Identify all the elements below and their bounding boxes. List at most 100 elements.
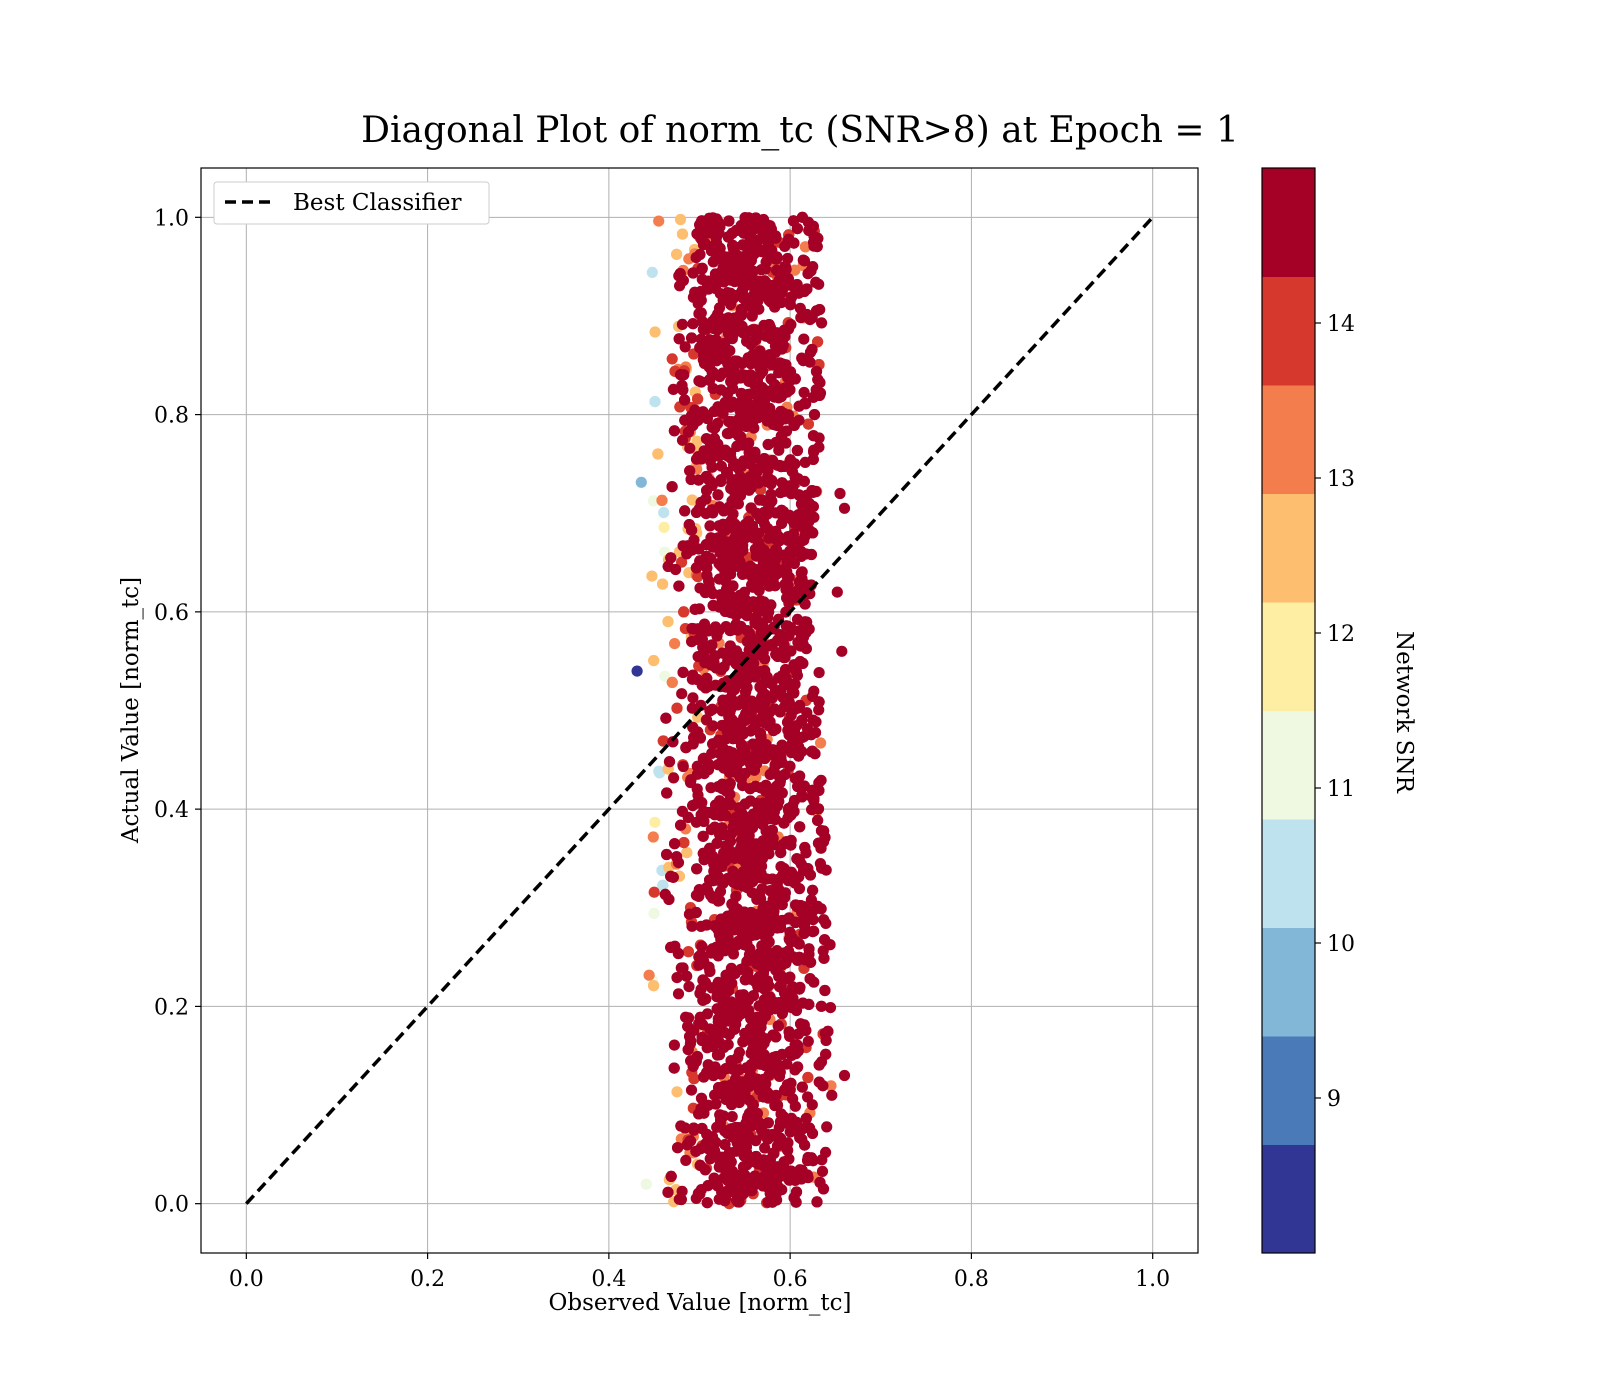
scatter-point (789, 877, 801, 889)
scatter-point (782, 579, 794, 592)
scatter-point (730, 1121, 742, 1134)
scatter-point (671, 972, 683, 984)
scatter-point (801, 283, 813, 295)
scatter-point (778, 817, 790, 829)
scatter-point (771, 878, 783, 891)
scatter-point (708, 865, 720, 877)
scatter-point (683, 981, 695, 993)
scatter-point (807, 714, 819, 726)
scatter-point (806, 343, 818, 356)
scatter-point (770, 544, 783, 556)
scatter-point (802, 1035, 814, 1047)
scatter-point (726, 396, 739, 408)
scatter-point (812, 336, 824, 348)
scatter-point (720, 840, 732, 852)
scatter-point (697, 994, 709, 1006)
scatter-point (834, 487, 846, 500)
scatter-point (674, 268, 686, 280)
scatter-point (792, 658, 804, 670)
colorbar-tick-label: 10 (1327, 932, 1355, 957)
scatter-point (786, 374, 798, 386)
scatter-point (695, 1092, 708, 1104)
scatter-point (748, 1151, 760, 1164)
scatter-point (748, 1048, 760, 1060)
scatter-point (740, 695, 752, 707)
scatter-point (678, 837, 690, 849)
scatter-point (724, 777, 736, 790)
scatter-point (712, 489, 724, 501)
scatter-point (753, 303, 765, 315)
scatter-point (661, 848, 673, 861)
scatter-point (668, 1062, 680, 1074)
scatter-point (803, 623, 815, 635)
colorbar-tick-label: 9 (1327, 1087, 1341, 1112)
scatter-point (752, 843, 764, 855)
scatter-point (825, 1080, 837, 1092)
scatter-point (778, 281, 790, 293)
scatter-point (667, 871, 679, 883)
scatter-point (734, 989, 747, 1001)
scatter-point (785, 319, 797, 331)
scatter-point (686, 494, 698, 506)
scatter-point (816, 317, 828, 329)
scatter-point (766, 1181, 778, 1193)
scatter-point (757, 678, 769, 691)
x-tick-label: 0.6 (773, 1267, 808, 1292)
scatter-point (696, 814, 708, 827)
scatter-point (757, 818, 769, 831)
colorbar-segment (1262, 819, 1315, 928)
scatter-point (819, 831, 831, 844)
scatter-point (768, 839, 780, 851)
scatter-point (676, 228, 689, 240)
scatter-point (806, 1099, 818, 1111)
scatter-point (683, 519, 695, 531)
scatter-point (788, 687, 800, 699)
scatter-point (805, 265, 817, 277)
scatter-point (690, 252, 702, 264)
scatter-point (688, 1073, 700, 1085)
scatter-point (679, 341, 691, 353)
scatter-point (777, 839, 789, 851)
scatter-point (684, 1135, 696, 1147)
scatter-point (697, 830, 709, 842)
scatter-point (684, 442, 696, 454)
scatter-point (761, 508, 774, 520)
scatter-point (665, 941, 677, 954)
scatter-point (739, 929, 751, 941)
scatter-point (705, 947, 717, 959)
scatter-point (695, 333, 707, 345)
scatter-point (778, 1156, 790, 1168)
scatter-point (676, 1185, 688, 1197)
scatter-point (732, 551, 744, 563)
scatter-point (765, 223, 777, 235)
scatter-point (666, 481, 678, 493)
scatter-point (706, 747, 718, 759)
scatter-point (818, 952, 830, 964)
scatter-point (751, 374, 764, 387)
scatter-point (797, 355, 809, 367)
scatter-point (748, 657, 760, 670)
scatter-point (707, 382, 719, 395)
scatter-point (726, 874, 739, 887)
scatter-point (800, 1112, 812, 1125)
scatter-point (756, 1016, 768, 1028)
scatter-point (723, 969, 735, 981)
scatter-point (792, 702, 804, 714)
colorbar-segment (1262, 385, 1315, 494)
scatter-point (753, 355, 765, 367)
scatter-point (754, 1058, 766, 1070)
scatter-point (813, 704, 825, 716)
scatter-point (675, 369, 687, 381)
scatter-point (838, 502, 851, 514)
scatter-point (676, 379, 688, 392)
scatter-point (713, 854, 725, 866)
scatter-points (631, 211, 851, 1210)
scatter-point (766, 495, 778, 507)
scatter-point (649, 816, 661, 828)
scatter-point (646, 570, 658, 582)
scatter-point (720, 445, 732, 457)
scatter-point (730, 370, 742, 382)
scatter-point (727, 580, 739, 592)
scatter-point (775, 1132, 787, 1144)
scatter-point (718, 1041, 730, 1053)
